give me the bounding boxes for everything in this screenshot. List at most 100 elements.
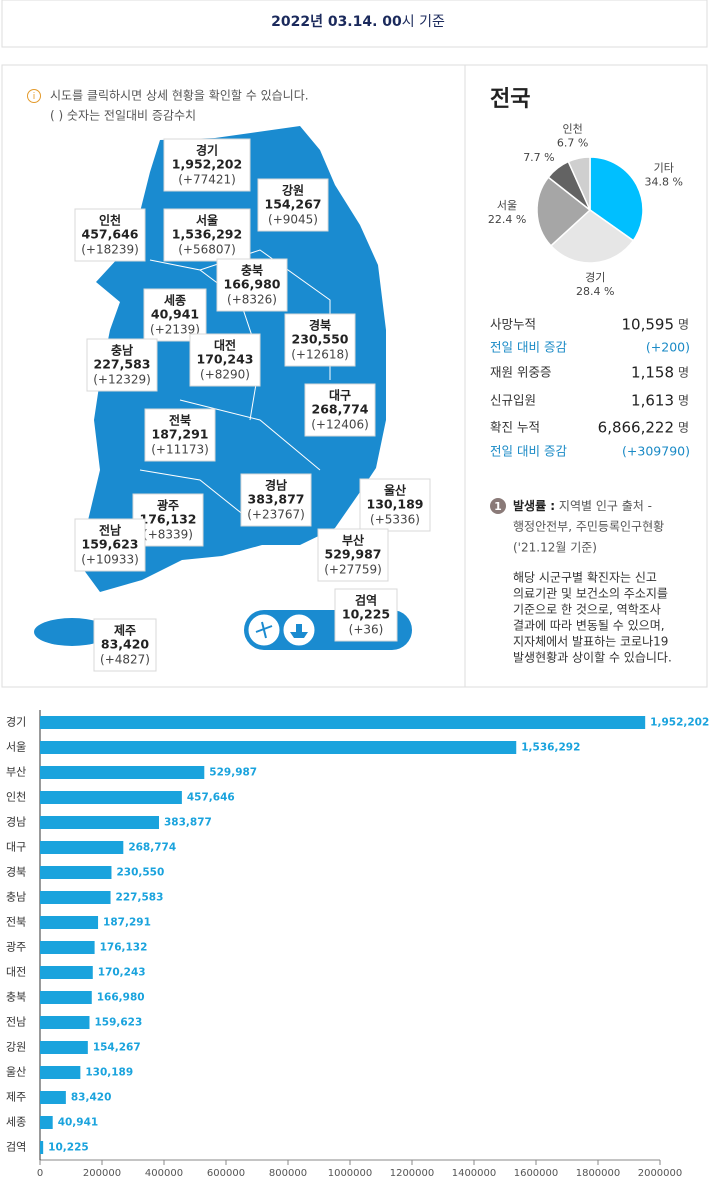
- note-badge: [490, 498, 506, 514]
- region-change: (+10933): [81, 553, 139, 567]
- region-total: 10,225: [342, 607, 390, 622]
- region-label[interactable]: 경기1,952,202(+77421): [163, 138, 251, 192]
- y-tick-label: 인천: [6, 790, 26, 804]
- x-tick-label: 1800000: [576, 1168, 621, 1179]
- region-change: (+2139): [150, 323, 200, 337]
- stat-value: 10,595: [622, 316, 675, 334]
- y-tick-label: 검역: [6, 1141, 26, 1154]
- region-change: (+4827): [100, 653, 150, 667]
- stat-unit: 명: [678, 394, 689, 408]
- region-box: [74, 518, 146, 572]
- notice-line: ( ) 숫자는 전일대비 증감수치: [50, 109, 196, 123]
- note-paragraph-line: 해당 시군구별 확진자는 신고: [513, 571, 657, 585]
- note-line: 지역별 인구 출처 -: [555, 499, 652, 513]
- region-total: 166,980: [224, 277, 281, 292]
- region-box: [284, 313, 356, 367]
- pie-label-value: 28.4 %: [576, 285, 614, 298]
- region-name: 경남: [265, 478, 287, 493]
- map-jeju: [34, 618, 110, 646]
- airplane-glyph: [255, 621, 273, 639]
- bar-value-label: 1,536,292: [521, 742, 580, 754]
- region-change: (+12618): [291, 348, 349, 362]
- region-change: (+8326): [227, 293, 277, 307]
- region-box: [240, 473, 312, 527]
- y-tick-label: 서울: [6, 741, 26, 754]
- pie-label-value: 34.8 %: [644, 176, 682, 189]
- region-change: (+36): [349, 623, 384, 637]
- bar-value-label: 40,941: [58, 1117, 99, 1129]
- pie-slice: [536, 176, 592, 247]
- region-box: [93, 618, 157, 672]
- y-tick-label: 전북: [6, 916, 26, 929]
- bar: [40, 1041, 88, 1054]
- bar-value-label: 529,987: [209, 767, 257, 779]
- bar-value-label: 230,550: [116, 867, 164, 879]
- bar-value-label: 130,189: [85, 1067, 133, 1079]
- bar: [40, 766, 205, 779]
- region-name: 대구: [329, 389, 351, 403]
- stat-label: 확진 누적: [490, 420, 540, 435]
- stat-unit: 명: [678, 318, 689, 332]
- region-total: 383,877: [248, 492, 305, 507]
- y-tick-label: 강원: [6, 1041, 26, 1054]
- bar: [40, 941, 95, 954]
- bar: [40, 1066, 81, 1079]
- y-tick-label: 경북: [6, 866, 26, 879]
- bar: [40, 866, 112, 879]
- region-total: 130,189: [367, 497, 424, 512]
- bar: [40, 916, 99, 929]
- notice-line: 시도를 클릭하시면 상세 현황을 확인할 수 있습니다.: [50, 89, 309, 103]
- pie-label-value: 22.4 %: [488, 213, 526, 226]
- region-name: 제주: [114, 624, 136, 638]
- header-box: [1, 0, 708, 48]
- region-name: 충남: [111, 343, 133, 358]
- region-total: 83,420: [101, 637, 150, 652]
- region-total: 176,132: [140, 512, 197, 527]
- region-box: [144, 408, 216, 462]
- ship-glyph: [290, 624, 308, 638]
- pie-label-value: 7.7 %: [523, 151, 554, 164]
- summary-title: 전국: [490, 87, 530, 112]
- bar-value-label: 383,877: [164, 817, 212, 829]
- region-label[interactable]: 서울1,536,292(+56807): [163, 208, 251, 262]
- x-tick-label: 1400000: [452, 1168, 497, 1179]
- note-paragraph-line: 지자체에서 발표하는 코로나19: [513, 635, 668, 649]
- y-tick-label: 충북: [6, 991, 26, 1004]
- region-box: [163, 208, 251, 262]
- header-date: 2022년 03.14. 00: [271, 14, 402, 30]
- y-tick-label: 부산: [6, 766, 26, 779]
- note-line: 행정안전부, 주민등록인구현황: [513, 519, 664, 534]
- region-box: [74, 208, 146, 262]
- region-name: 전남: [99, 523, 121, 538]
- bar: [40, 966, 93, 979]
- x-tick-label: 2000000: [638, 1168, 683, 1179]
- y-tick-label: 경기: [6, 716, 26, 729]
- region-box: [143, 288, 207, 342]
- region-total: 154,267: [265, 197, 322, 212]
- pie-label-name: 기타: [654, 162, 674, 175]
- region-change: (+12329): [93, 373, 151, 387]
- note-term: 발생률 :: [513, 498, 555, 513]
- region-name: 경기: [196, 143, 218, 158]
- stat-unit: 명: [678, 421, 689, 435]
- pie-label-name: 서울: [497, 199, 517, 212]
- region-change: (+8290): [200, 368, 250, 382]
- region-change: (+77421): [178, 173, 236, 187]
- region-name: 부산: [342, 533, 364, 548]
